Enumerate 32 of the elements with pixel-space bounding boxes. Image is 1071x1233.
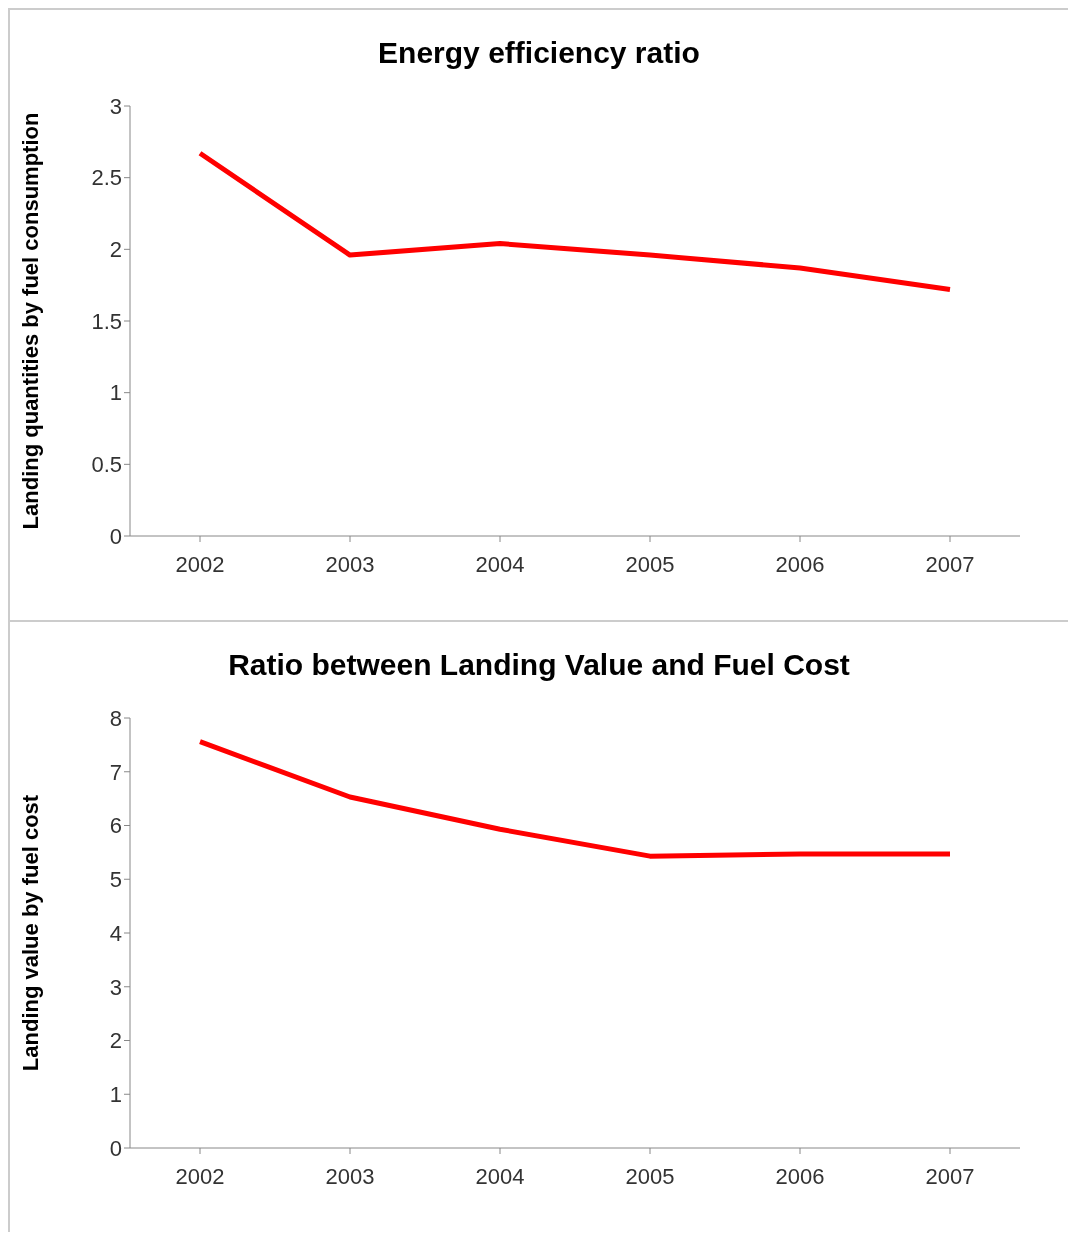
x-tick-label: 2002 [175, 551, 225, 577]
y-tick-label: 3 [109, 93, 122, 119]
x-tick-label: 2006 [775, 551, 825, 577]
x-tick-label: 2004 [475, 1163, 525, 1189]
y-tick-label: 8 [109, 705, 122, 731]
y-tick-label: 1.5 [91, 308, 122, 334]
x-tick-label: 2007 [925, 551, 975, 577]
x-tick-label: 2003 [325, 1163, 375, 1189]
y-tick-label: 2 [109, 1028, 122, 1054]
y-axis-title: Landing value by fuel cost [17, 794, 43, 1072]
y-axis-title: Landing quantities by fuel consumption [17, 112, 43, 530]
y-tick-label: 4 [109, 920, 122, 946]
x-tick-label: 2004 [475, 551, 525, 577]
x-tick-label: 2006 [775, 1163, 825, 1189]
y-tick-label: 6 [109, 813, 122, 839]
x-tick-label: 2005 [625, 551, 675, 577]
y-tick-label: 0 [109, 523, 122, 549]
y-tick-label: 1 [109, 380, 122, 406]
y-tick-label: 2 [109, 237, 122, 263]
x-tick-label: 2007 [925, 1163, 975, 1189]
chart-title: Energy efficiency ratio [377, 35, 701, 71]
y-tick-label: 7 [109, 759, 122, 785]
chart-title: Ratio between Landing Value and Fuel Cost [227, 647, 851, 683]
y-tick-label: 2.5 [91, 165, 122, 191]
y-tick-label: 1 [109, 1082, 122, 1108]
y-tick-label: 5 [109, 867, 122, 893]
y-tick-label: 3 [109, 974, 122, 1000]
x-tick-label: 2003 [325, 551, 375, 577]
y-tick-label: 0.5 [91, 452, 122, 478]
x-tick-label: 2002 [175, 1163, 225, 1189]
x-tick-label: 2005 [625, 1163, 675, 1189]
y-tick-label: 0 [109, 1135, 122, 1161]
